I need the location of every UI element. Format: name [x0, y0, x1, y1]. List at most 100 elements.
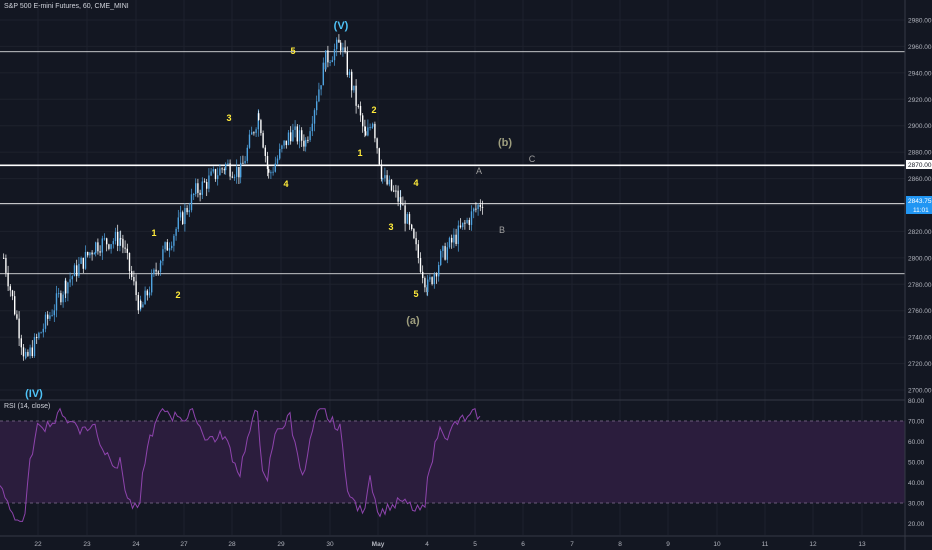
candle: [427, 275, 429, 297]
candle: [380, 159, 383, 182]
candle: [298, 124, 301, 149]
candle: [193, 192, 195, 200]
candle: [374, 121, 376, 143]
candle: [342, 42, 344, 57]
candle: [470, 205, 473, 231]
candle: [240, 156, 242, 184]
candle: [294, 120, 296, 138]
candle: [137, 292, 139, 314]
candle: [33, 333, 36, 358]
candle: [309, 127, 311, 143]
corr-label-A: A: [476, 166, 482, 176]
candle: [424, 276, 426, 293]
rsi-tick: 20.00: [908, 521, 925, 528]
candle: [120, 230, 122, 246]
candle: [276, 155, 279, 166]
candle: [67, 281, 69, 302]
candle: [91, 250, 93, 261]
candle: [101, 235, 103, 260]
candle: [195, 178, 197, 197]
candle: [106, 237, 108, 252]
rsi-band: [0, 421, 905, 503]
candle: [80, 256, 82, 265]
candle: [442, 245, 444, 258]
candle: [55, 285, 58, 318]
candle: [38, 331, 40, 340]
candle: [338, 34, 340, 43]
time-tick: 7: [570, 541, 574, 548]
candle: [362, 113, 364, 133]
candle: [440, 249, 442, 267]
rsi-pane[interactable]: [0, 399, 905, 522]
candle: [108, 243, 110, 251]
candle: [62, 291, 64, 308]
candle: [346, 46, 348, 78]
candle: [353, 85, 355, 93]
candle: [182, 210, 184, 226]
time-tick: 5: [473, 541, 477, 548]
time-tick: 6: [521, 541, 525, 548]
candle: [322, 57, 324, 86]
candle: [3, 253, 5, 259]
candle: [78, 256, 80, 278]
candle: [262, 130, 264, 149]
candle: [382, 177, 384, 184]
candle: [270, 170, 272, 179]
candle: [87, 251, 89, 258]
wave-label-5: 5: [290, 46, 295, 56]
rsi-tick: 60.00: [908, 439, 925, 446]
candle: [112, 238, 114, 249]
wave-label-3: 3: [226, 113, 231, 123]
candle: [188, 202, 190, 218]
candle: [285, 140, 287, 149]
candle: [25, 348, 27, 360]
candle: [451, 234, 453, 249]
candle: [148, 286, 151, 298]
candle: [231, 171, 233, 179]
candle: [390, 179, 393, 192]
candle: [255, 127, 257, 138]
candle: [384, 167, 386, 182]
horizontal-levels[interactable]: [0, 51, 905, 275]
candle: [367, 119, 369, 137]
candle: [168, 242, 171, 258]
candle: [151, 269, 153, 296]
candle: [227, 159, 229, 165]
candle: [378, 147, 380, 166]
candle: [417, 239, 419, 264]
time-tick: 24: [132, 541, 140, 548]
candle: [18, 311, 20, 347]
corr-label-B: B: [499, 225, 505, 235]
candle: [47, 311, 49, 326]
wave-label-IV: (IV): [25, 388, 43, 400]
candle: [69, 272, 71, 288]
candle: [448, 236, 451, 249]
candle: [42, 323, 44, 338]
candle: [388, 175, 390, 187]
candle: [400, 190, 402, 211]
corr-label-C: C: [529, 154, 536, 164]
candle: [272, 166, 274, 176]
rsi-axis[interactable]: 80.00 70.00 60.00 50.00 40.00 30.00 20.00: [908, 398, 925, 528]
candle: [419, 252, 422, 274]
candle: [359, 101, 362, 122]
svg-text:11:01: 11:01: [913, 207, 929, 214]
candle: [166, 239, 168, 251]
candle: [292, 123, 294, 142]
candle: [60, 290, 62, 306]
rsi-tick: 80.00: [908, 398, 925, 405]
candle: [119, 231, 121, 252]
candle: [393, 185, 395, 193]
candle: [473, 207, 475, 219]
time-tick: 8: [618, 541, 622, 548]
candle: [462, 222, 464, 230]
price-tick: 2920.00: [908, 97, 932, 104]
candle: [103, 233, 106, 241]
candle: [433, 271, 435, 289]
rsi-line: [0, 407, 481, 522]
candle: [97, 238, 99, 255]
candle: [65, 277, 67, 299]
candle: [99, 245, 101, 257]
